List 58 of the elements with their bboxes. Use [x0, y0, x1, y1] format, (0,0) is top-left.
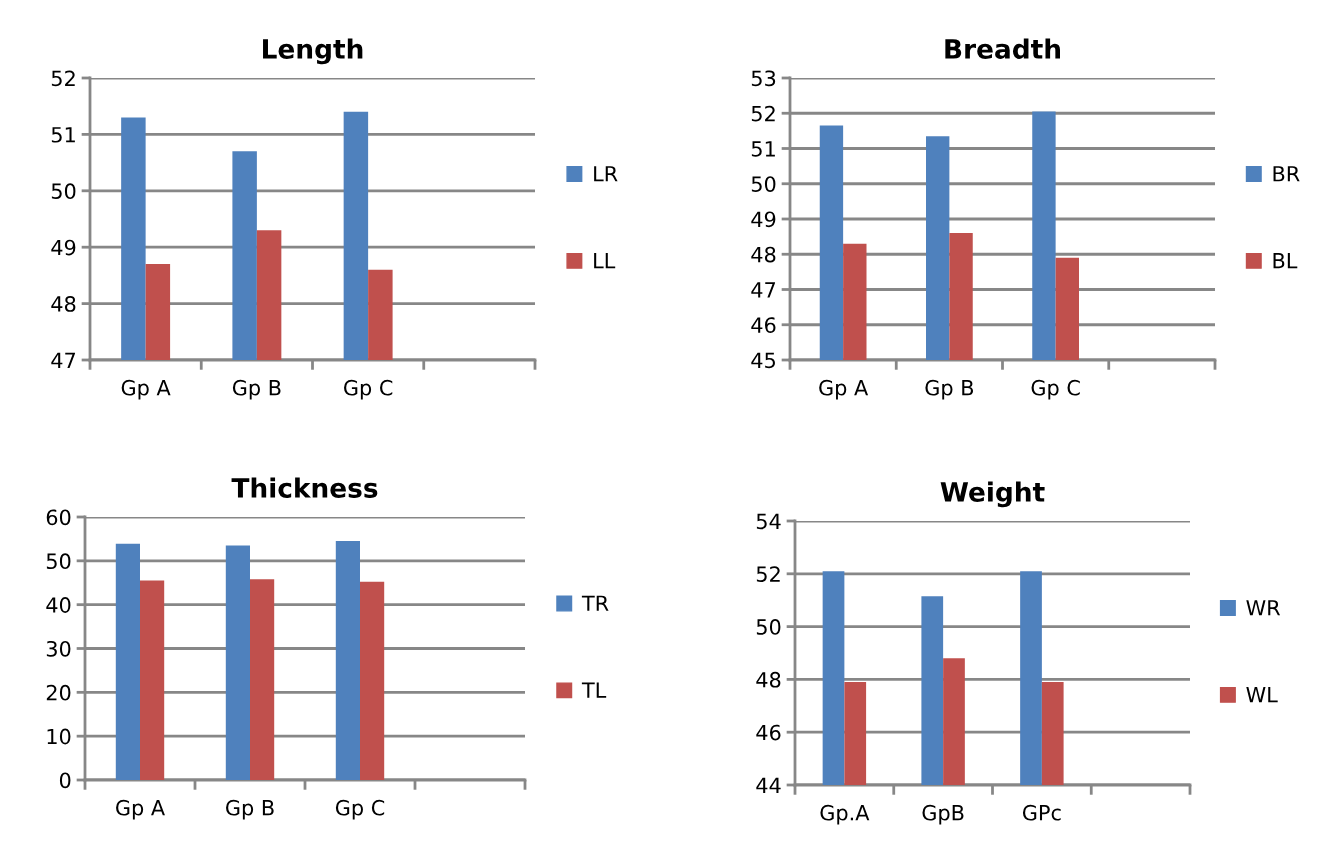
bar	[115, 543, 140, 780]
y-tick-label: 45	[751, 352, 775, 369]
chart-title: Length	[263, 38, 363, 65]
legend-label: WR	[1246, 600, 1281, 616]
legend-label: LL	[594, 252, 616, 269]
y-tick-label: 48	[51, 296, 76, 312]
y-tick-label: 48	[756, 671, 781, 688]
y-tick-label: 46	[751, 317, 776, 333]
bar	[140, 580, 165, 780]
y-tick-label: 40	[46, 597, 71, 613]
legend-label: BR	[1273, 166, 1300, 182]
x-tick-label: Gp C	[344, 379, 393, 400]
y-tick-label: 52	[751, 105, 775, 122]
y-tick-label: 54	[756, 513, 781, 530]
y-tick-label: 47	[51, 352, 76, 368]
y-tick-label: 50	[46, 553, 71, 570]
x-tick-label: GPc	[1022, 804, 1061, 821]
y-tick-label: 60	[46, 509, 71, 526]
x-tick-label: GpB	[922, 804, 964, 825]
legend-label: BL	[1273, 252, 1298, 269]
y-tick-label: 30	[46, 640, 71, 657]
y-tick-label: 50	[756, 619, 781, 635]
chart-title: Thickness	[231, 477, 378, 498]
bar	[335, 541, 360, 780]
legend-label: TR	[581, 595, 609, 611]
y-tick-label: 49	[751, 211, 776, 228]
legend-label: TL	[581, 682, 607, 698]
x-tick-label: Gp A	[121, 379, 171, 400]
y-tick-label: 51	[751, 141, 775, 157]
y-tick-label: 10	[47, 728, 71, 745]
legend-label: LR	[594, 166, 618, 182]
chart-title: Weight	[940, 481, 1045, 508]
x-tick-label: Gp A	[116, 799, 165, 820]
bar	[360, 581, 385, 780]
x-tick-label: Gp B	[226, 799, 274, 820]
y-tick-label: 50	[751, 176, 776, 192]
legend-label: WL	[1246, 686, 1278, 703]
y-tick-label: 47	[751, 282, 776, 298]
x-tick-label: Gp C	[1031, 379, 1080, 400]
chart-title: Breadth	[945, 38, 1060, 59]
x-tick-label: Gp.A	[820, 804, 870, 825]
y-tick-label: 49	[51, 239, 76, 256]
x-tick-label: Gp C	[335, 799, 385, 820]
y-tick-label: 53	[751, 70, 776, 87]
bar	[225, 545, 250, 780]
y-tick-label: 50	[51, 183, 76, 200]
y-tick-label: 52	[51, 70, 75, 87]
y-tick-label: 44	[756, 777, 781, 793]
y-tick-label: 51	[51, 127, 75, 143]
x-tick-label: Gp B	[925, 379, 974, 400]
y-tick-label: 48	[751, 246, 776, 263]
y-tick-label: 0	[59, 772, 71, 789]
x-tick-label: Gp B	[232, 379, 281, 400]
bar	[250, 579, 275, 780]
y-tick-label: 52	[756, 566, 780, 583]
y-tick-label: 46	[756, 724, 781, 741]
y-tick-label: 20	[46, 684, 71, 701]
x-tick-label: Gp A	[819, 379, 869, 400]
